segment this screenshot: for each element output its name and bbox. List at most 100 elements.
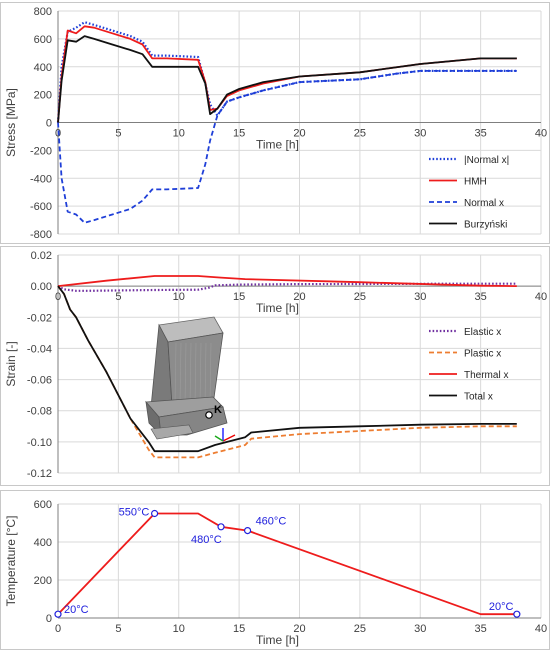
series-line-2 [57,70,517,224]
y-tick-label: -0.12 [27,468,52,480]
x-tick-label: 30 [414,291,426,303]
x-tick-label: 10 [173,291,185,303]
annotation-marker [513,610,521,618]
point-k-label: K [214,404,222,416]
x-tick-label: 30 [414,128,426,140]
x-tick-label: 35 [475,291,487,303]
y-axis-title: Temperature [°C] [4,516,18,607]
x-tick-label: 5 [115,623,121,635]
legend-label: Elastic x [464,327,501,338]
y-tick-label: 0 [46,118,52,130]
legend-label: Plastic x [464,349,501,360]
y-tick-label: -0.02 [27,312,52,324]
x-tick-label: 15 [233,128,245,140]
x-axis-title: Time [h] [256,138,299,152]
x-tick-label: 30 [414,623,426,635]
y-tick-label: 0 [46,613,52,625]
annotation-label: 20°C [64,604,89,616]
y-axis-title: Stress [MPa] [4,88,18,157]
x-tick-label: 25 [354,128,366,140]
x-tick-label: 40 [535,291,547,303]
annotation-marker [243,526,252,535]
y-tick-label: -400 [30,173,52,185]
series-line-1 [57,25,517,123]
y-tick-label: 600 [34,499,52,511]
legend-label: Burzyński [464,220,507,231]
series-line-2 [57,275,517,287]
temperature-panel: 0 200 400 600 0 5 10 15 20 25 30 35 40 Time [h] Temper… [0,490,550,650]
legend-label: Total x [464,392,493,403]
axis-triad-x [222,434,236,442]
x-axis-title: Time [h] [256,633,299,647]
y-tick-label: -0.08 [27,406,52,418]
x-tick-label: 5 [115,291,121,303]
mesh-line [179,342,182,405]
grid [57,254,542,474]
mesh-line [189,342,192,405]
x-tick-label: 15 [233,291,245,303]
y-tick-label: -0.10 [27,437,52,449]
y-axis-title: Strain [-] [4,341,18,386]
strain-panel: -0.12 -0.10 -0.08 -0.06 -0.04 -0.02 0.00 0.02 0 5… [0,246,550,486]
y-tick-label: 0.00 [31,281,52,293]
temperature-chart: 0 200 400 600 0 5 10 15 20 25 30 35 40 Time [h] Temper… [4,499,547,647]
x-tick-label: 35 [475,623,487,635]
x-tick-label: 20 [293,128,305,140]
annotation-label: 480°C [191,534,222,546]
y-tick-label: 400 [34,537,52,549]
legend: Elastic x Plastic x Thermal x Total x [429,327,508,403]
legend-label: Thermal x [464,370,508,381]
y-tick-label: -600 [30,201,52,213]
y-tick-label: -0.06 [27,375,52,387]
inset-3d-model: K [145,316,236,442]
strain-chart: -0.12 -0.10 -0.08 -0.06 -0.04 -0.02 0.00 0.02 0 5… [4,250,547,480]
grid [57,503,542,619]
series-line-3 [57,285,517,453]
series-line-3 [57,35,517,123]
series-line-0 [57,512,517,616]
annotation-label: 20°C [489,601,514,613]
stress-panel: -800 -600 -400 -200 0 200 400 600 800 0 5 10 15 20 25 3… [0,2,550,244]
annotation-label: 460°C [256,516,287,528]
y-tick-label: 0.02 [31,250,52,262]
x-tick-label: 25 [354,623,366,635]
axis-triad-y [214,435,224,442]
annotation-marker [217,523,225,531]
x-tick-label: 20 [293,291,305,303]
y-tick-label: 600 [34,34,52,46]
mesh-line [174,342,177,405]
x-tick-label: 35 [475,128,487,140]
x-tick-label: 40 [535,623,547,635]
model-step [150,424,194,440]
x-tick-label: 10 [173,623,185,635]
annotation-label: 550°C [119,507,150,519]
annotation-marker [54,610,62,618]
x-tick-label: 40 [535,128,547,140]
y-tick-label: 800 [34,6,52,18]
y-tick-label: -0.04 [27,343,52,355]
x-tick-label: 0 [55,291,61,303]
legend-label: |Normal x| [464,155,509,166]
x-tick-label: 15 [233,623,245,635]
mesh-line [209,342,212,405]
x-tick-label: 20 [293,623,305,635]
mesh-line [204,342,207,405]
x-tick-label: 10 [173,128,185,140]
y-tick-label: -200 [30,145,52,157]
x-tick-label: 25 [354,291,366,303]
y-tick-label: 200 [34,90,52,102]
legend-label: Normal x [464,198,504,209]
mesh-line [194,342,197,405]
x-tick-label: 0 [55,623,61,635]
mesh-line [199,342,202,405]
annotation-marker [151,509,159,518]
point-k-marker [205,411,213,419]
mesh-line [184,342,187,405]
legend: |Normal x| HMH Normal x Burzyński [429,155,509,231]
legend-label: HMH [464,177,487,188]
x-axis-title: Time [h] [256,301,299,315]
y-tick-label: -800 [30,229,52,241]
y-tick-label: 200 [34,575,52,587]
